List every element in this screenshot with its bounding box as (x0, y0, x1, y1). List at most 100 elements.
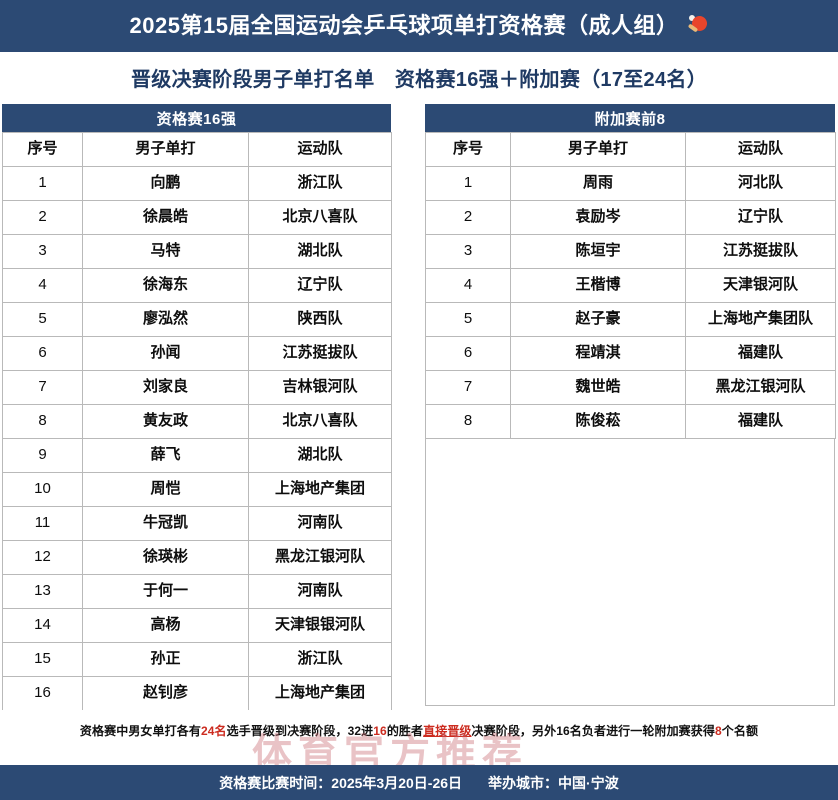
playoff-top8-table: 序号 男子单打 运动队 1 周雨 河北队 2 袁励岑 辽宁队 3 陈垣宇 江苏挺拔队 4 王楷博 天津银河队… (425, 132, 836, 439)
qualifier-top16-cell-team: 上海地产集团 (248, 472, 392, 507)
playoff-top8-cell-player: 王楷博 (510, 268, 686, 303)
table-row: 13 于何一 河南队 (2, 574, 392, 609)
qualifier-top16-cell-index: 16 (2, 676, 83, 711)
qualifier-top16-cell-player: 孙闻 (82, 336, 249, 371)
playoff-top8-cell-team: 福建队 (685, 404, 836, 439)
qualifier-top16-cell-index: 10 (2, 472, 83, 507)
table-row: 1 向鹏 浙江队 (2, 166, 392, 201)
qualifier-top16-cell-index: 11 (2, 506, 83, 541)
qualifier-top16-cell-player: 赵钊彦 (82, 676, 249, 711)
playoff-top8-cell-player: 赵子豪 (510, 302, 686, 337)
table-row: 5 赵子豪 上海地产集团队 (425, 302, 836, 337)
qualifier-top16-cell-index: 5 (2, 302, 83, 337)
qualifier-top16-cell-team: 北京八喜队 (248, 200, 392, 235)
qualifier-top16-column-header: 运动队 (248, 132, 392, 167)
playoff-top8-cell-player: 袁励岑 (510, 200, 686, 235)
qualifier-top16-cell-player: 廖泓然 (82, 302, 249, 337)
footer-bar: 资格赛比赛时间：2025年3月20日-26日 举办城市：中国·宁波 (0, 765, 838, 800)
table-row: 2 袁励岑 辽宁队 (425, 200, 836, 235)
qualifier-top16-cell-player: 刘家良 (82, 370, 249, 405)
footer-city: 举办城市：中国·宁波 (488, 774, 619, 791)
qualifier-top16-cell-player: 向鹏 (82, 166, 249, 201)
playoff-top8-cell-player: 陈俊菘 (510, 404, 686, 439)
playoff-top8-cell-team: 河北队 (685, 166, 836, 201)
qualifier-top16-cell-player: 孙正 (82, 642, 249, 677)
qualifier-top16-table: 序号 男子单打 运动队 1 向鹏 浙江队 2 徐晨皓 北京八喜队 3 马特 湖北队 4 徐海东 辽宁队 5 廖泓… (2, 132, 392, 711)
qualifier-top16-cell-player: 徐晨皓 (82, 200, 249, 235)
table-row: 16 赵钊彦 上海地产集团 (2, 676, 392, 711)
playoff-top8-cell-index: 7 (425, 370, 511, 405)
qualifier-top16-caption: 资格赛16强 (2, 104, 391, 132)
playoff-top8-cell-team: 江苏挺拔队 (685, 234, 836, 269)
playoff-top8-column-header: 运动队 (685, 132, 836, 167)
table-row: 8 黄友政 北京八喜队 (2, 404, 392, 439)
playoff-top8-cell-player: 陈垣宇 (510, 234, 686, 269)
qualifier-top16-cell-index: 12 (2, 540, 83, 575)
note-part-5: 个名额 (721, 724, 759, 738)
qualifier-top16-cell-team: 上海地产集团 (248, 676, 392, 711)
qualifier-top16-cell-team: 天津银银河队 (248, 608, 392, 643)
page-subtitle: 晋级决赛阶段男子单打名单 资格赛16强＋附加赛（17至24名） (130, 68, 708, 91)
table-row: 8 陈俊菘 福建队 (425, 404, 836, 439)
qualifier-top16-cell-team: 浙江队 (248, 166, 392, 201)
playoff-top8-cell-player: 周雨 (510, 166, 686, 201)
playoff-top8-cell-index: 8 (425, 404, 511, 439)
qualification-rule-note: 资格赛中男女单打各有24名选手晋级到决赛阶段，32进16的胜者直接晋级决赛阶段，… (80, 722, 758, 739)
table-row: 15 孙正 浙江队 (2, 642, 392, 677)
qualifier-top16-cell-team: 北京八喜队 (248, 404, 392, 439)
playoff-top8-cell-index: 4 (425, 268, 511, 303)
playoff-top8-cell-player: 程靖淇 (510, 336, 686, 371)
qualifier-top16-cell-team: 浙江队 (248, 642, 392, 677)
qualifier-top16-cell-index: 13 (2, 574, 83, 609)
qualifier-top16-cell-team: 陕西队 (248, 302, 392, 337)
qualifier-top16-cell-team: 河南队 (248, 506, 392, 541)
table-row: 12 徐瑛彬 黑龙江银河队 (2, 540, 392, 575)
note-highlight-24: 24名 (200, 724, 227, 738)
note-band: 资格赛中男女单打各有24名选手晋级到决赛阶段，32进16的胜者直接晋级决赛阶段，… (0, 710, 838, 765)
playoff-top8-caption: 附加赛前8 (425, 104, 835, 132)
table-row: 7 刘家良 吉林银河队 (2, 370, 392, 405)
qualifier-top16-cell-player: 徐海东 (82, 268, 249, 303)
playoff-table-empty-area (425, 439, 835, 706)
playoff-top8-cell-index: 3 (425, 234, 511, 269)
table-row: 6 孙闻 江苏挺拔队 (2, 336, 392, 371)
note-highlight-16: 16 (373, 724, 387, 738)
qualifier-top16-cell-player: 薛飞 (82, 438, 249, 473)
footer-schedule: 资格赛比赛时间：2025年3月20日-26日 (219, 774, 463, 791)
note-part-4: 决赛阶段，另外16名负者进行一轮附加赛获得 (471, 724, 715, 738)
playoff-top8-cell-index: 1 (425, 166, 511, 201)
table-row: 6 程靖淇 福建队 (425, 336, 836, 371)
table-row: 1 周雨 河北队 (425, 166, 836, 201)
qualifier-top16-table-block: 资格赛16强 序号 男子单打 运动队 1 向鹏 浙江队 2 徐晨皓 北京八喜队 3 马特 湖北队 4 徐海… (2, 104, 392, 711)
qualifier-top16-cell-team: 湖北队 (248, 234, 392, 269)
title-bar: 2025第15届全国运动会乒乓球项单打资格赛（成人组） (0, 0, 838, 52)
qualifier-top16-cell-player: 牛冠凯 (82, 506, 249, 541)
qualifier-top16-cell-index: 8 (2, 404, 83, 439)
playoff-top8-column-header: 男子单打 (510, 132, 686, 167)
qualifier-top16-cell-index: 14 (2, 608, 83, 643)
table-row: 4 徐海东 辽宁队 (2, 268, 392, 303)
table-row: 10 周恺 上海地产集团 (2, 472, 392, 507)
qualifier-top16-cell-player: 黄友政 (82, 404, 249, 439)
playoff-top8-cell-team: 上海地产集团队 (685, 302, 836, 337)
qualifier-top16-header-row: 序号 男子单打 运动队 (2, 132, 392, 167)
page-title: 2025第15届全国运动会乒乓球项单打资格赛（成人组） (129, 13, 679, 38)
qualifier-top16-cell-team: 黑龙江银河队 (248, 540, 392, 575)
qualifier-top16-cell-player: 于何一 (82, 574, 249, 609)
playoff-top8-header-row: 序号 男子单打 运动队 (425, 132, 836, 167)
qualifier-top16-cell-index: 6 (2, 336, 83, 371)
qualifier-top16-cell-player: 周恺 (82, 472, 249, 507)
qualifier-top16-cell-index: 1 (2, 166, 83, 201)
playoff-top8-cell-index: 2 (425, 200, 511, 235)
qualifier-top16-cell-index: 15 (2, 642, 83, 677)
note-highlight-direct-advance: 直接晋级 (423, 724, 472, 738)
qualifier-top16-cell-team: 辽宁队 (248, 268, 392, 303)
qualifier-top16-cell-player: 徐瑛彬 (82, 540, 249, 575)
table-row: 7 魏世皓 黑龙江银河队 (425, 370, 836, 405)
playoff-top8-table-block: 附加赛前8 序号 男子单打 运动队 1 周雨 河北队 2 袁励岑 辽宁队 3 陈垣宇 江苏挺拔队 4 王楷… (425, 104, 836, 706)
qualifier-top16-cell-team: 河南队 (248, 574, 392, 609)
table-row: 14 高杨 天津银银河队 (2, 608, 392, 643)
table-row: 2 徐晨皓 北京八喜队 (2, 200, 392, 235)
qualifier-top16-cell-index: 2 (2, 200, 83, 235)
